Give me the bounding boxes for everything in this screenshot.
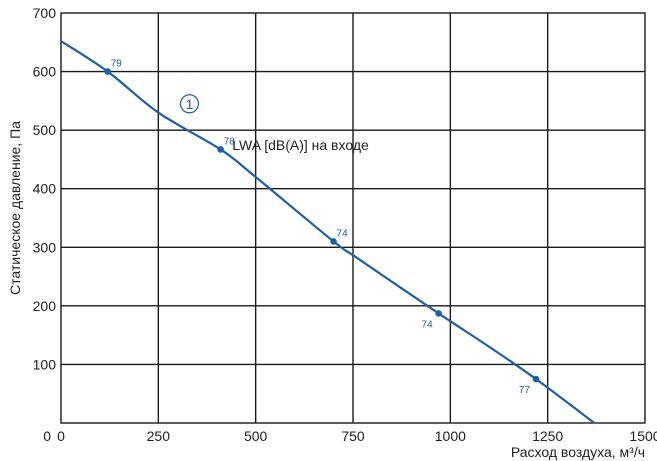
origin-tick-label: 0 [43, 428, 51, 444]
data-point-label: 74 [337, 228, 349, 239]
y-tick-label: 100 [33, 356, 57, 372]
x-tick-label: 1000 [435, 428, 466, 444]
data-point-label: 77 [519, 385, 531, 396]
x-tick-label: 500 [244, 428, 268, 444]
annotation-layer: LWA [dB(A)] на входе 1 [179, 94, 369, 153]
x-tick-label: 0 [57, 428, 65, 444]
data-point [435, 310, 442, 317]
grid-layer [60, 12, 646, 424]
curve-marker-circle [179, 94, 200, 114]
y-tick-label: 300 [33, 239, 57, 255]
curve-layer [60, 40, 596, 424]
y-tick-label: 400 [33, 181, 57, 197]
x-tick-label: 1500 [629, 428, 657, 444]
x-tick-label: 750 [341, 428, 365, 444]
y-tick-label: 500 [33, 122, 57, 138]
axis-label-layer: Расход воздуха, м³/ч Статическое давление… [7, 121, 645, 460]
performance-curve [60, 40, 596, 424]
data-point [217, 146, 224, 153]
data-point [104, 68, 112, 75]
data-point [532, 375, 540, 383]
x-tick-label: 250 [147, 428, 171, 444]
y-tick-label: 600 [33, 64, 57, 80]
tick-label-layer: 0 250 500 750 1000 1250 1500 100 200 300 400 500 600… [33, 5, 657, 444]
data-point [330, 238, 337, 245]
y-axis-label: Статическое давление, Па [7, 121, 23, 295]
curve-marker-number: 1 [186, 96, 194, 112]
data-point-label: 74 [422, 319, 434, 330]
data-point-label: 78 [224, 136, 236, 147]
point-layer: 79 78 74 74 77 [104, 59, 540, 396]
x-tick-label: 1250 [532, 428, 563, 444]
data-point-label: 79 [111, 59, 123, 70]
y-tick-label: 200 [33, 298, 57, 314]
annotation-lwa: LWA [dB(A)] на входе [232, 137, 369, 153]
x-axis-label: Расход воздуха, м³/ч [511, 444, 645, 460]
y-tick-label: 700 [33, 5, 57, 21]
